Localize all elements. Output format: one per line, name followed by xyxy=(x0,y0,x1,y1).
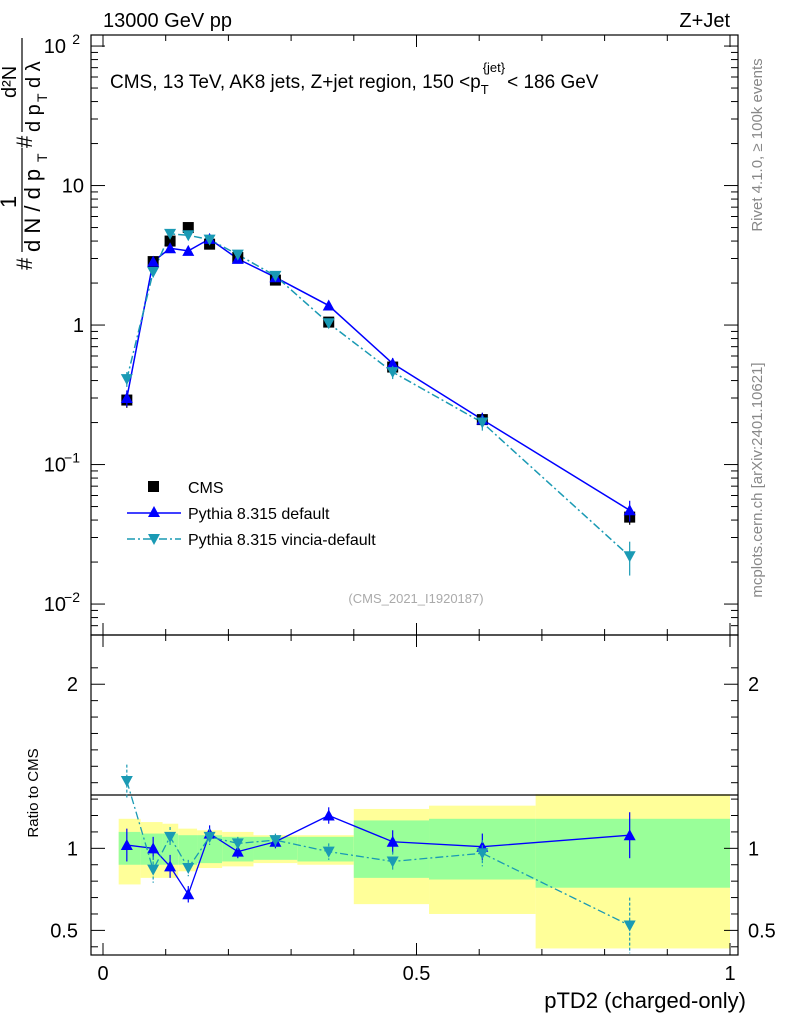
main-point-pythia-8-315-default xyxy=(322,299,335,311)
svg-text:d²N: d²N xyxy=(0,66,21,98)
main-point-pythia-8-315-default xyxy=(386,357,399,369)
svg-text:#: # xyxy=(12,135,37,148)
band-inner-10 xyxy=(535,818,730,888)
header-right: Z+Jet xyxy=(679,10,730,32)
ratio-point-pythia-8-315-vincia-default xyxy=(182,863,195,875)
main-point-pythia-8-315-default xyxy=(120,391,133,403)
main-point-pythia-8-315-vincia-default xyxy=(269,270,282,282)
main-point-pythia-8-315-vincia-default xyxy=(147,267,160,279)
ratio-point-pythia-8-315-default xyxy=(182,888,195,900)
side-label-mcplots: mcplots.cern.ch [arXiv:2401.10621] xyxy=(749,362,766,597)
ratio-point-pythia-8-315-default xyxy=(386,835,399,847)
ratio-tick-label-right: 1 xyxy=(748,838,759,860)
side-label-rivet: Rivet 4.1.0, ≥ 100k events xyxy=(749,58,766,231)
ratio-uncertainty-bands xyxy=(118,794,730,949)
legend: CMS Pythia 8.315 default Pythia 8.315 vi… xyxy=(127,480,376,549)
main-point-pythia-8-315-vincia-default xyxy=(231,249,244,261)
svg-text:Pythia 8.315 vincia-default: Pythia 8.315 vincia-default xyxy=(188,532,376,549)
ratio-point-pythia-8-315-vincia-default xyxy=(386,856,399,868)
ratio-point-pythia-8-315-vincia-default xyxy=(164,831,177,843)
y-tick-exponent: −1 xyxy=(64,450,80,466)
main-point-pythia-8-315-default xyxy=(147,255,160,267)
band-inner-8 xyxy=(353,820,430,878)
x-axis-label: pTD2 (charged-only) xyxy=(544,988,746,1013)
x-tick-label: 1 xyxy=(724,963,735,985)
svg-text:d N / d p: d N / d p xyxy=(20,169,45,252)
y-tick-exponent: −2 xyxy=(64,589,80,605)
y-tick-exponent: 2 xyxy=(72,31,80,47)
svg-text:d λ: d λ xyxy=(23,61,45,88)
y-axis-label-main: # d N / d p T 1 # d p T d λ d²N xyxy=(0,38,50,270)
svg-text:#: # xyxy=(12,257,37,270)
analysis-watermark: (CMS_2021_I1920187) xyxy=(348,591,483,606)
svg-text:T: T xyxy=(34,93,50,102)
main-line-2 xyxy=(126,233,631,557)
main-point-pythia-8-315-vincia-default xyxy=(120,374,133,386)
ratio-point-pythia-8-315-vincia-default xyxy=(231,838,244,850)
header-left: 13000 GeV pp xyxy=(103,10,232,32)
svg-text:1: 1 xyxy=(0,196,21,208)
band-inner-3 xyxy=(178,835,198,865)
main-point-cms xyxy=(182,222,194,234)
main-point-pythia-8-315-vincia-default xyxy=(386,367,399,379)
ratio-line-2 xyxy=(126,780,630,927)
y-tick-label: 1 xyxy=(73,315,84,337)
main-point-pythia-8-315-vincia-default xyxy=(322,318,335,330)
ratio-tick-label: 2 xyxy=(67,674,78,696)
y-tick-label: 10 xyxy=(44,455,66,477)
svg-text:T: T xyxy=(34,153,50,162)
ratio-point-pythia-8-315-vincia-default xyxy=(623,920,636,932)
svg-text:d p: d p xyxy=(23,104,45,132)
main-point-pythia-8-315-default xyxy=(182,244,195,256)
main-point-pythia-8-315-default xyxy=(623,504,636,516)
ratio-point-pythia-8-315-vincia-default xyxy=(269,835,282,847)
ratio-tick-label: 1 xyxy=(67,838,78,860)
ratio-point-pythia-8-315-default xyxy=(147,842,160,854)
main-point-pythia-8-315-vincia-default xyxy=(203,234,216,246)
y-tick-label: 10 xyxy=(62,176,84,198)
ratio-point-pythia-8-315-default xyxy=(623,829,636,841)
y-tick-label: 10 xyxy=(44,36,66,58)
main-series-layer xyxy=(120,222,636,576)
y-axis-label-ratio: Ratio to CMS xyxy=(25,748,42,837)
ratio-point-pythia-8-315-default xyxy=(120,839,133,851)
svg-text:Pythia 8.315 default: Pythia 8.315 default xyxy=(188,506,330,523)
x-tick-label: 0.5 xyxy=(403,963,431,985)
main-point-pythia-8-315-vincia-default xyxy=(164,228,177,240)
main-point-pythia-8-315-vincia-default xyxy=(476,417,489,429)
ratio-point-pythia-8-315-vincia-default xyxy=(147,864,160,876)
x-tick-label: 0 xyxy=(97,963,108,985)
ratio-point-pythia-8-315-vincia-default xyxy=(476,848,489,860)
ratio-tick-label-right: 0.5 xyxy=(748,920,776,942)
ratio-point-pythia-8-315-vincia-default xyxy=(120,776,133,788)
main-point-cms xyxy=(164,235,176,247)
ratio-point-pythia-8-315-vincia-default xyxy=(203,831,216,843)
main-point-pythia-8-315-vincia-default xyxy=(182,230,195,242)
plot-title: CMS, 13 TeV, AK8 jets, Z+jet region, 150… xyxy=(110,60,599,97)
ratio-point-pythia-8-315-default xyxy=(322,809,335,821)
main-point-pythia-8-315-default xyxy=(164,242,177,254)
ratio-tick-label: 0.5 xyxy=(50,920,78,942)
main-line-1 xyxy=(126,237,631,511)
svg-text:CMS: CMS xyxy=(188,480,224,497)
ratio-tick-label-right: 2 xyxy=(748,674,759,696)
legend-item-cms: CMS xyxy=(148,480,224,497)
ratio-point-pythia-8-315-default xyxy=(231,845,244,857)
band-inner-2 xyxy=(162,833,179,865)
ratio-point-pythia-8-315-vincia-default xyxy=(322,846,335,858)
ratio-series-layer xyxy=(120,764,636,954)
legend-item-pythia: Pythia 8.315 default xyxy=(127,506,330,523)
main-point-pythia-8-315-vincia-default xyxy=(623,551,636,563)
ratio-point-pythia-8-315-default xyxy=(164,860,177,872)
y-tick-label: 10 xyxy=(44,594,66,616)
legend-item-vincia: Pythia 8.315 vincia-default xyxy=(127,532,376,549)
